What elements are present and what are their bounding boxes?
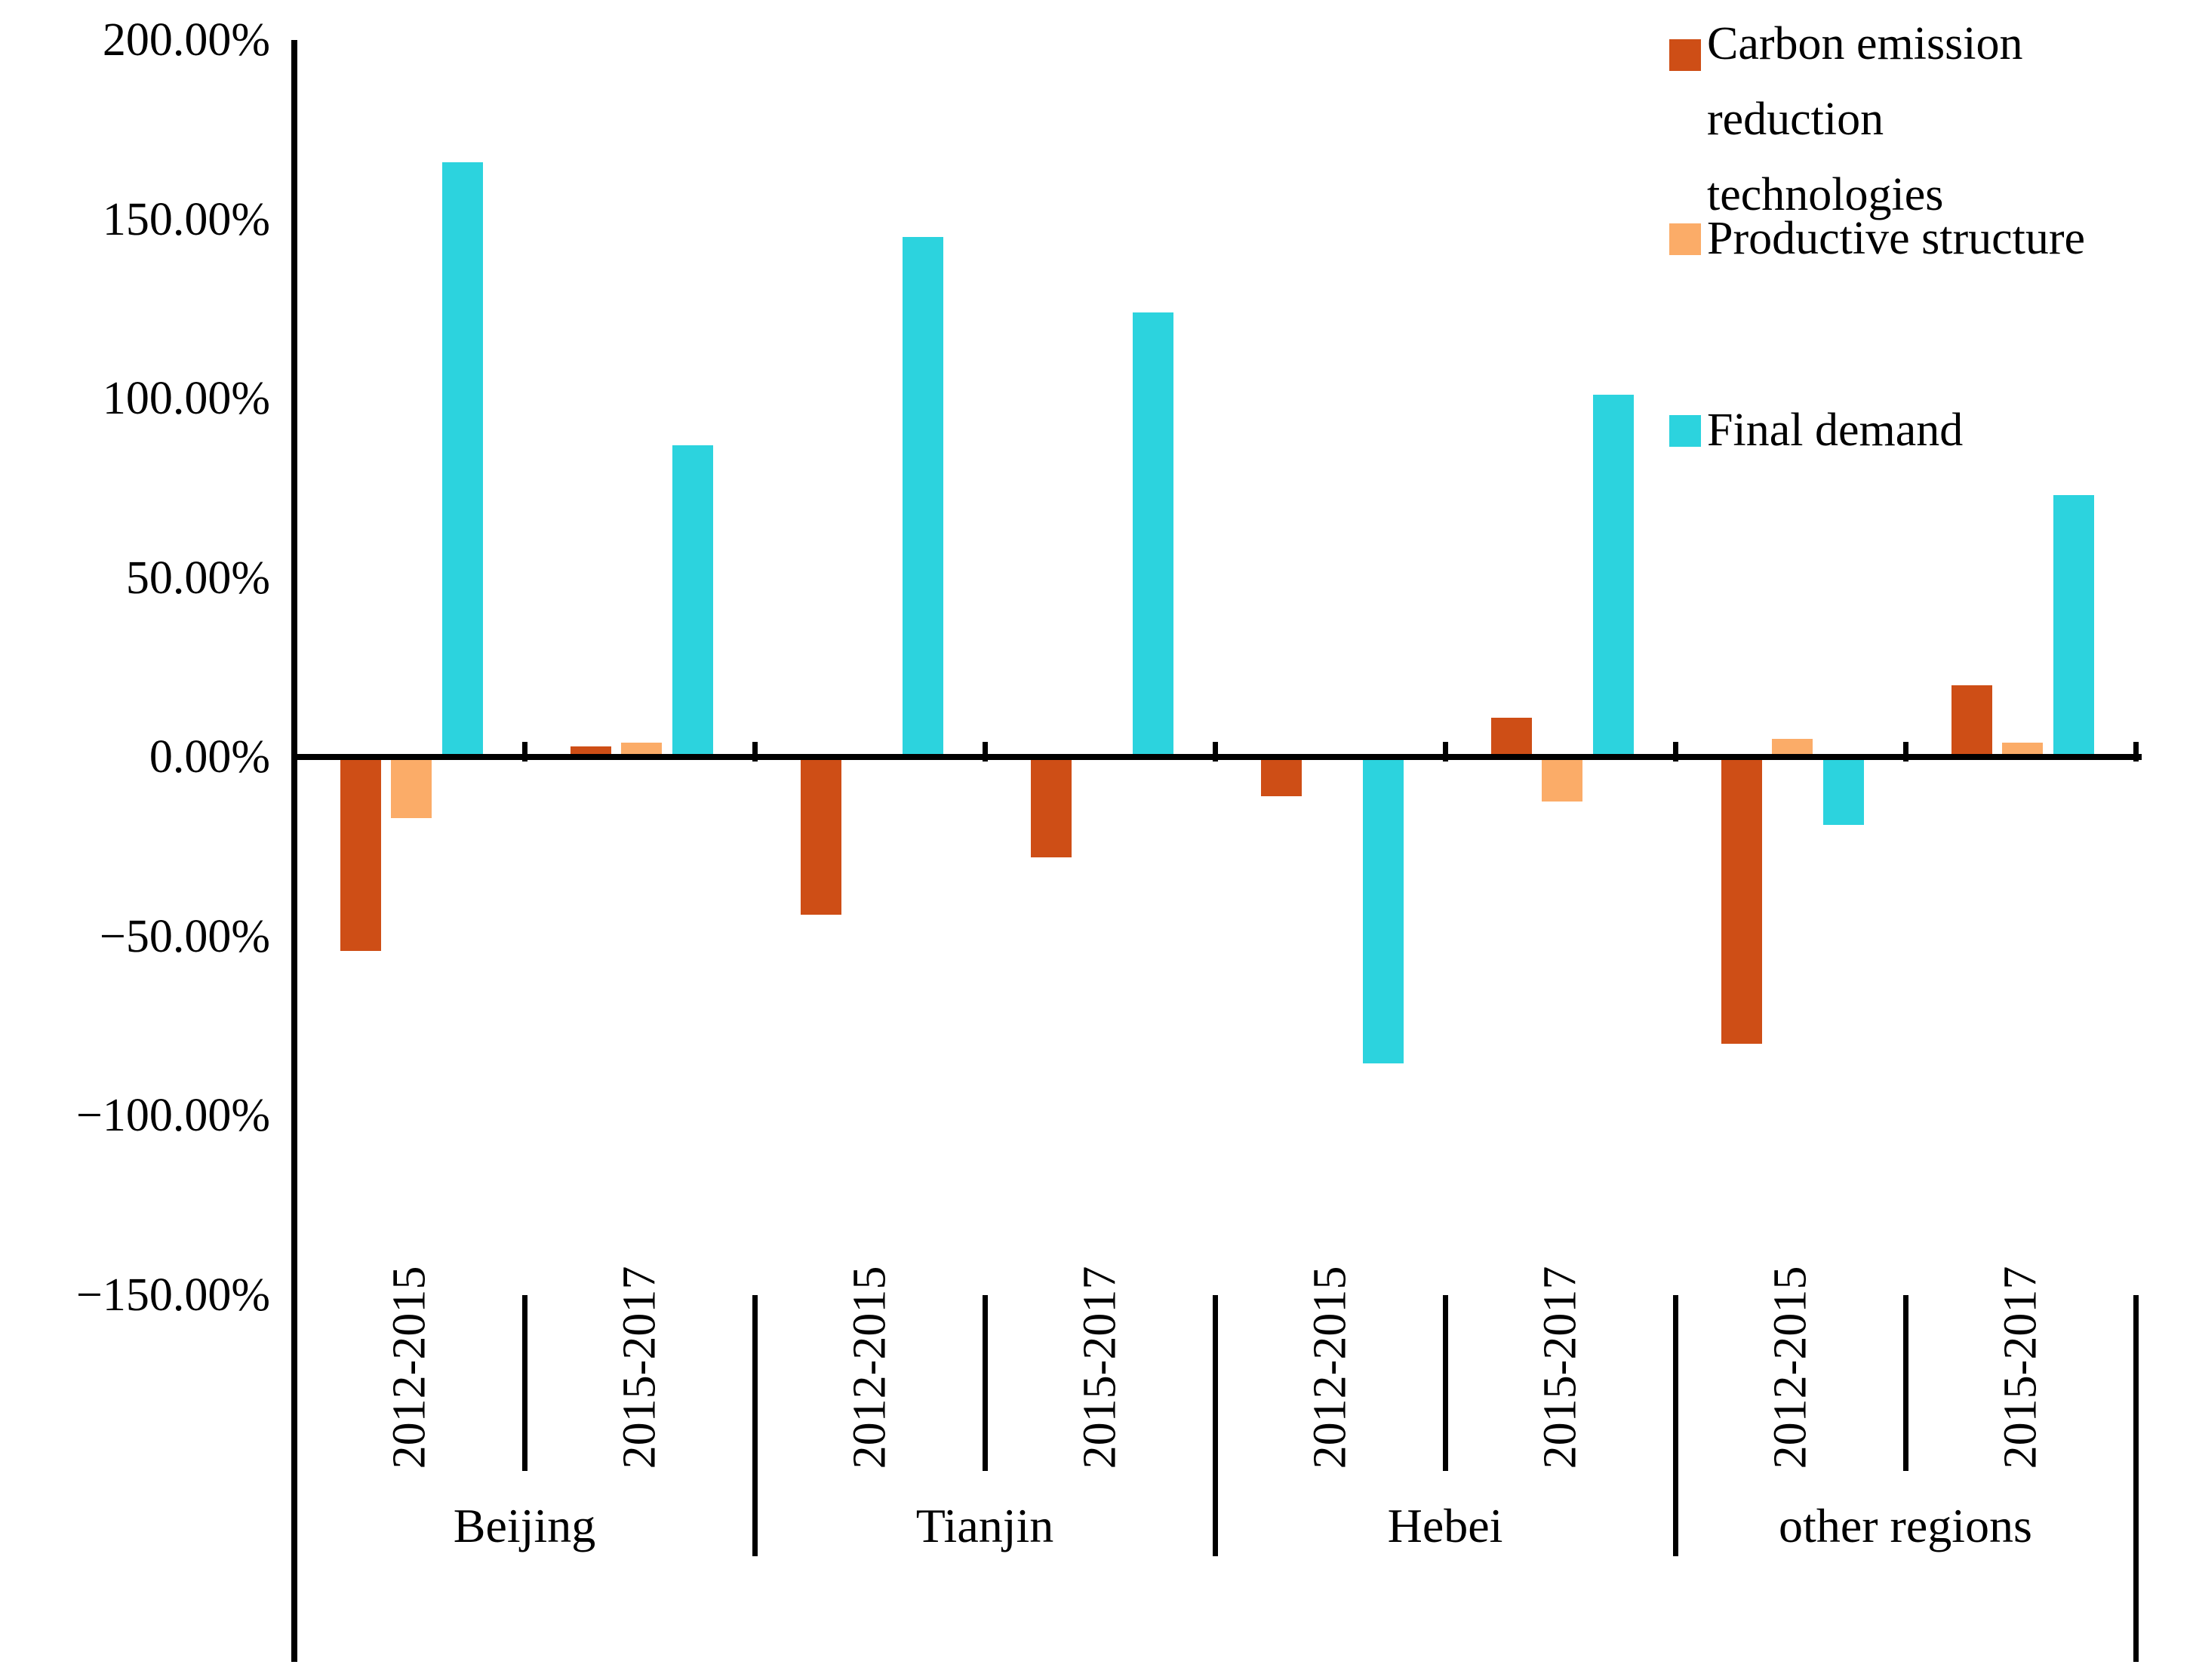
period-separator-line: [983, 1295, 988, 1471]
bar-series0-cat5: [1491, 717, 1532, 757]
bar-series2-cat0: [442, 162, 483, 757]
y-axis-tick-label: 150.00%: [102, 193, 270, 245]
y-axis-tick-label: 50.00%: [125, 552, 270, 604]
axis-boundary-tick: [1213, 742, 1218, 762]
bar-series0-cat2: [801, 757, 841, 915]
x-axis-region-label: Hebei: [1387, 1499, 1503, 1552]
x-axis-period-label: 2015-2017: [1534, 1266, 1585, 1469]
y-axis-tick-label: −150.00%: [75, 1269, 270, 1321]
bar-series0-cat6: [1721, 757, 1762, 1044]
bar-series1-cat7: [2002, 743, 2043, 757]
y-axis-spine: [291, 40, 297, 1662]
x-axis-period-label: 2015-2017: [1995, 1266, 2046, 1469]
bar-series2-cat7: [2053, 495, 2094, 757]
bar-series1-cat5: [1542, 757, 1582, 802]
x-axis-period-label: 2012-2015: [1304, 1266, 1355, 1469]
region-separator-line: [752, 1295, 758, 1556]
bar-series1-cat6: [1772, 739, 1813, 757]
axis-boundary-tick: [522, 742, 527, 762]
bar-series2-cat5: [1593, 395, 1634, 757]
period-separator-line: [1443, 1295, 1448, 1471]
axis-boundary-tick: [1443, 742, 1448, 762]
x-axis-period-label: 2015-2017: [1074, 1266, 1125, 1469]
axis-boundary-tick: [983, 742, 988, 762]
period-separator-line: [522, 1295, 527, 1471]
bar-series1-cat0: [391, 757, 432, 818]
x-axis-period-label: 2012-2015: [844, 1266, 895, 1469]
bar-series0-cat4: [1261, 757, 1302, 797]
axis-boundary-tick: [752, 742, 758, 762]
bar-series2-cat2: [903, 237, 943, 757]
axis-boundary-tick: [1903, 742, 1908, 762]
y-axis-tick-label: 0.00%: [149, 731, 270, 783]
x-axis-period-label: 2012-2015: [383, 1266, 435, 1469]
bar-series0-cat7: [1951, 685, 1992, 757]
y-axis-tick-label: −100.00%: [75, 1090, 270, 1141]
period-separator-line: [1903, 1295, 1908, 1471]
region-separator-line: [1673, 1295, 1678, 1556]
x-axis-region-label: Beijing: [453, 1499, 596, 1552]
legend-label-final-demand: Final demand: [1707, 405, 1964, 456]
bar-series2-cat6: [1823, 757, 1864, 826]
legend-swatch-carbon: [1669, 39, 1701, 71]
y-axis-tick-label: 100.00%: [102, 373, 270, 424]
bar-series1-cat1: [621, 743, 662, 757]
bar-series2-cat3: [1133, 312, 1173, 757]
legend-swatch-final-demand: [1669, 415, 1701, 447]
x-axis-region-label: other regions: [1779, 1499, 2032, 1552]
y-axis-tick-label: −50.00%: [99, 910, 270, 962]
outer-right-separator-line: [2133, 1295, 2139, 1662]
bar-series2-cat1: [672, 445, 713, 757]
legend-label-carbon: Carbon emission reduction technologies: [1707, 18, 2023, 220]
legend-label-productive: Productive structure: [1707, 213, 2086, 264]
x-axis-period-label: 2015-2017: [614, 1266, 665, 1469]
bar-series0-cat0: [340, 757, 381, 951]
x-axis-region-label: Tianjin: [915, 1499, 1054, 1552]
legend-swatch-productive: [1669, 223, 1701, 255]
axis-boundary-tick: [2133, 742, 2139, 762]
axis-boundary-tick: [1673, 742, 1678, 762]
bar-series2-cat4: [1363, 757, 1404, 1064]
x-axis-period-label: 2012-2015: [1764, 1266, 1816, 1469]
region-separator-line: [1213, 1295, 1218, 1556]
bar-series0-cat3: [1031, 757, 1072, 857]
y-axis-tick-label: 200.00%: [102, 14, 270, 66]
